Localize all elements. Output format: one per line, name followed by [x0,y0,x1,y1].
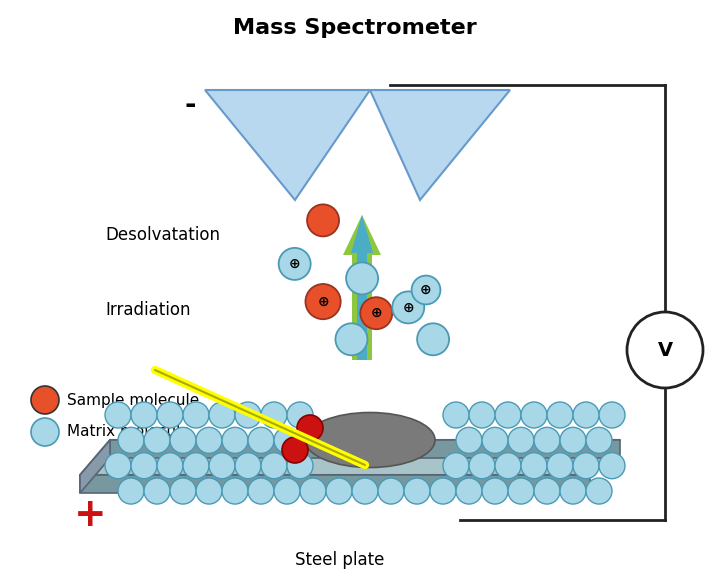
Circle shape [547,453,573,478]
Circle shape [508,427,534,454]
Circle shape [482,427,508,454]
Circle shape [560,478,586,504]
Circle shape [209,453,235,478]
Circle shape [599,453,625,478]
Circle shape [287,402,313,428]
Text: -: - [185,91,196,119]
Circle shape [573,453,599,478]
Circle shape [430,478,456,504]
FancyArrow shape [351,215,373,360]
Circle shape [196,478,222,504]
Circle shape [627,312,703,388]
Circle shape [105,453,131,478]
Circle shape [274,478,300,504]
Circle shape [495,402,521,428]
Circle shape [534,478,560,504]
Circle shape [261,402,287,428]
Circle shape [469,453,495,478]
Circle shape [131,402,157,428]
Circle shape [222,478,248,504]
Circle shape [278,248,311,280]
Circle shape [118,427,144,454]
Circle shape [31,418,59,446]
Text: +: + [74,496,106,534]
FancyArrow shape [343,215,381,360]
Polygon shape [80,440,110,493]
Ellipse shape [305,412,435,467]
Circle shape [105,402,131,428]
Circle shape [297,415,323,441]
Circle shape [248,478,274,504]
Circle shape [305,284,341,319]
Circle shape [222,427,248,454]
Circle shape [326,478,352,504]
Text: ⊕: ⊕ [317,295,329,309]
Text: ⊕: ⊕ [371,306,382,320]
Circle shape [560,427,586,454]
Polygon shape [110,440,620,458]
Text: V: V [657,340,672,360]
Polygon shape [80,475,590,493]
Text: ⊕: ⊕ [420,283,432,297]
Circle shape [352,478,378,504]
Circle shape [287,453,313,478]
Circle shape [599,402,625,428]
Circle shape [118,478,144,504]
Circle shape [392,291,425,324]
Circle shape [547,402,573,428]
Circle shape [157,453,183,478]
Circle shape [157,402,183,428]
Circle shape [534,427,560,454]
Circle shape [196,427,222,454]
Circle shape [495,453,521,478]
Circle shape [521,453,547,478]
Circle shape [346,262,378,295]
Circle shape [31,386,59,414]
Circle shape [183,402,209,428]
Circle shape [170,427,196,454]
Circle shape [573,402,599,428]
Circle shape [235,453,261,478]
Polygon shape [205,90,370,200]
Circle shape [170,478,196,504]
Circle shape [209,402,235,428]
Polygon shape [370,90,510,200]
Circle shape [235,402,261,428]
Text: ⊕: ⊕ [403,300,414,314]
Circle shape [417,323,449,356]
Circle shape [274,427,300,454]
Text: ⊕: ⊕ [289,257,300,271]
Circle shape [482,478,508,504]
Circle shape [248,427,274,454]
Text: Matrix molecule: Matrix molecule [67,425,190,440]
Text: Irradiation: Irradiation [105,301,190,319]
Circle shape [144,478,170,504]
Circle shape [456,427,482,454]
Text: Steel plate: Steel plate [295,551,385,569]
Circle shape [378,478,404,504]
Text: Desolvatation: Desolvatation [105,226,220,244]
Circle shape [144,427,170,454]
Circle shape [443,453,469,478]
Polygon shape [80,440,620,475]
Circle shape [300,478,326,504]
Circle shape [586,427,612,454]
Circle shape [412,276,440,304]
Circle shape [131,453,157,478]
Circle shape [335,323,368,356]
Circle shape [404,478,430,504]
Circle shape [307,204,339,237]
Circle shape [586,478,612,504]
Circle shape [360,297,393,329]
Circle shape [469,402,495,428]
Circle shape [261,453,287,478]
Circle shape [508,478,534,504]
Circle shape [282,437,308,463]
Circle shape [183,453,209,478]
Text: Mass Spectrometer: Mass Spectrometer [233,18,477,38]
Text: Sample molecule: Sample molecule [67,393,200,408]
Circle shape [456,478,482,504]
Circle shape [521,402,547,428]
Circle shape [443,402,469,428]
